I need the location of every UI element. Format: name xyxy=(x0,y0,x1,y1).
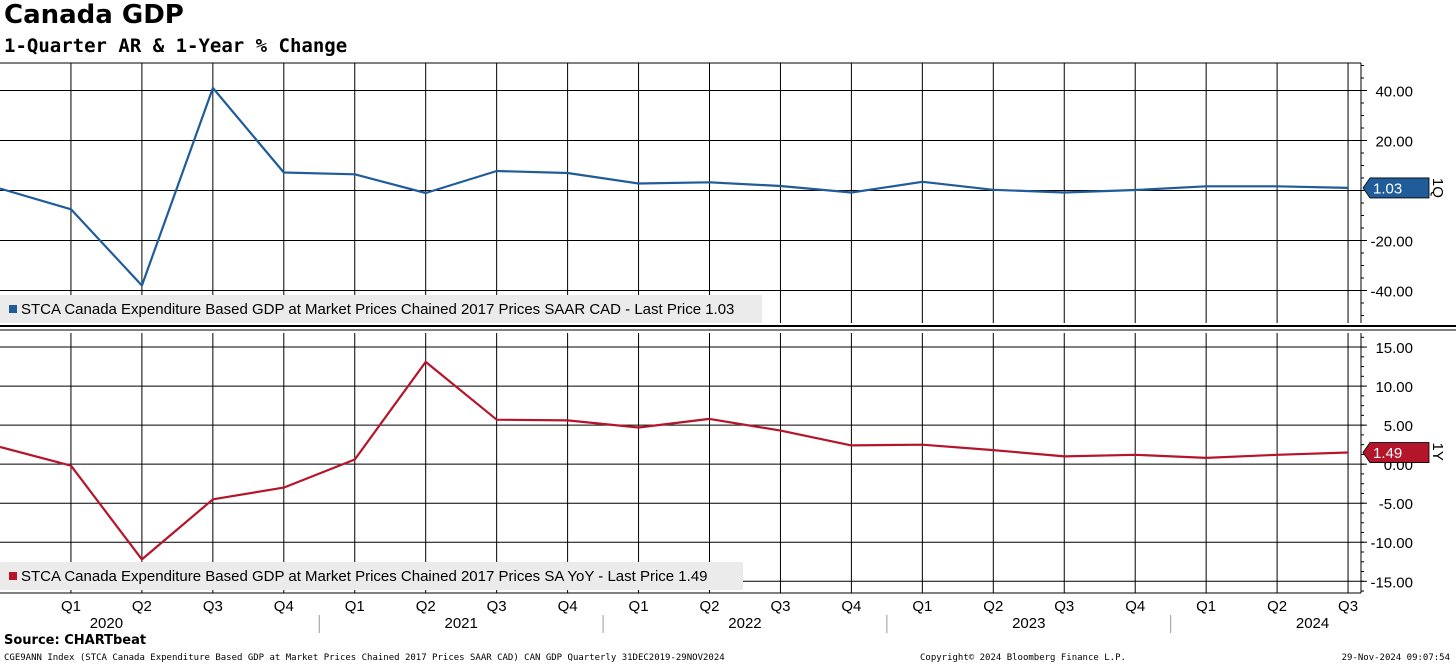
x-tick-label: Q4 xyxy=(558,598,578,615)
legend-text: STCA Canada Expenditure Based GDP at Mar… xyxy=(21,301,734,318)
x-tick-label: Q2 xyxy=(416,598,436,615)
series-line xyxy=(0,86,1349,287)
y-tick-label: -15.00 xyxy=(1370,574,1413,591)
chart-subtitle: 1-Quarter AR & 1-Year % Change xyxy=(4,35,348,57)
y-tick-label: 40.00 xyxy=(1375,84,1413,101)
panel-1: 40.00 20.00 -20.00 -40.00 1.03 1Q STCA Canada … xyxy=(0,63,1446,323)
index-description: CGE9ANN Index (STCA Canada Expenditure B… xyxy=(4,653,725,663)
x-tick-label: Q2 xyxy=(1267,598,1287,615)
x-year-label: 2023 xyxy=(1012,615,1045,632)
legend-box xyxy=(0,295,762,323)
copyright-note: Copyright© 2024 Bloomberg Finance L.P. xyxy=(920,653,1126,663)
legend-text: STCA Canada Expenditure Based GDP at Mar… xyxy=(21,568,708,585)
x-year-label: 2020 xyxy=(90,615,123,632)
x-tick-label: Q3 xyxy=(203,598,223,615)
x-tick-label: Q2 xyxy=(983,598,1003,615)
y-tick-label: -10.00 xyxy=(1370,535,1413,552)
panel-label: 1Y xyxy=(1429,443,1446,461)
y-tick-label: 15.00 xyxy=(1375,340,1413,357)
y-tick-label: 5.00 xyxy=(1384,418,1413,435)
x-tick-label: Q2 xyxy=(132,598,152,615)
x-tick-label: Q2 xyxy=(699,598,719,615)
x-year-label: 2021 xyxy=(444,615,477,632)
series-line xyxy=(0,360,1349,561)
panel-label: 1Q xyxy=(1429,178,1446,198)
last-price-tag xyxy=(1362,177,1430,199)
x-tick-label: Q3 xyxy=(770,598,790,615)
x-year-label: 2024 xyxy=(1296,615,1329,632)
legend-swatch xyxy=(9,305,17,313)
x-tick-label: Q4 xyxy=(274,598,294,615)
y-tick-label: 20.00 xyxy=(1375,134,1413,151)
x-year-label: 2022 xyxy=(728,615,761,632)
y-tick-label: -40.00 xyxy=(1370,284,1413,301)
y-tick-label: -20.00 xyxy=(1370,234,1413,251)
last-price-tag xyxy=(1362,442,1430,463)
x-tick-label: Q3 xyxy=(1054,598,1074,615)
x-tick-label: Q4 xyxy=(1125,598,1145,615)
legend-swatch xyxy=(9,572,17,580)
x-tick-label: Q1 xyxy=(629,598,649,615)
y-tick-label: -5.00 xyxy=(1379,496,1413,513)
x-tick-label: Q4 xyxy=(841,598,861,615)
legend-box xyxy=(0,562,743,590)
x-tick-label: Q3 xyxy=(487,598,507,615)
x-tick-label: Q3 xyxy=(1338,598,1358,615)
x-tick-label: Q1 xyxy=(912,598,932,615)
last-price-value: 1.03 xyxy=(1373,180,1402,197)
y-tick-label: 10.00 xyxy=(1375,379,1413,396)
timestamp: 29-Nov-2024 09:07:54 xyxy=(1341,653,1450,663)
last-price-value: 1.49 xyxy=(1373,445,1402,462)
source-note: Source: CHARTbeat xyxy=(4,633,147,648)
x-tick-label: Q1 xyxy=(1196,598,1216,615)
chart-title: Canada GDP xyxy=(4,0,184,30)
x-tick-label: Q1 xyxy=(61,598,81,615)
x-tick-label: Q1 xyxy=(345,598,365,615)
